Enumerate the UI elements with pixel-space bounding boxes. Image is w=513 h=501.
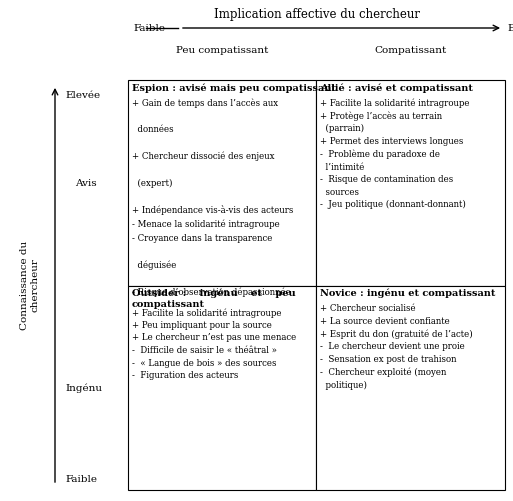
Bar (128, 80, 316, 286)
Text: + Gain de temps dans l’accès aux

  données

+ Chercheur dissocié des enjeux

  : + Gain de temps dans l’accès aux données… (132, 98, 293, 297)
Text: Ingénu: Ingénu (65, 383, 102, 393)
Text: Outsider :    ingénu    et    peu
compatissant: Outsider : ingénu et peu compatissant (132, 289, 295, 309)
Text: Faible: Faible (65, 475, 97, 484)
Bar (128, 286, 316, 490)
Text: Novice : ingénu et compatissant: Novice : ingénu et compatissant (320, 289, 496, 299)
Text: Peu compatissant: Peu compatissant (176, 46, 268, 55)
Text: Elevée: Elevée (65, 91, 100, 100)
Text: + Facilite la solidarité intragroupe
+ Peu impliquant pour la source
+ Le cherch: + Facilite la solidarité intragroupe + P… (132, 308, 296, 380)
Text: Compatissant: Compatissant (374, 46, 447, 55)
Text: Connaissance du
chercheur: Connaissance du chercheur (21, 240, 40, 330)
Text: Elevée: Elevée (507, 24, 513, 33)
Text: Allié : avisé et compatissant: Allié : avisé et compatissant (320, 83, 473, 93)
Text: Espion : avisé mais peu compatissant: Espion : avisé mais peu compatissant (132, 83, 336, 93)
Bar (316, 80, 505, 286)
Text: Implication affective du chercheur: Implication affective du chercheur (213, 8, 420, 21)
Text: + Facilite la solidarité intragroupe
+ Protège l’accès au terrain
  (parrain)
+ : + Facilite la solidarité intragroupe + P… (320, 98, 469, 209)
Bar (316, 286, 505, 490)
Text: + Chercheur socialisé
+ La source devient confiante
+ Esprit du don (gratuité de: + Chercheur socialisé + La source devien… (320, 304, 473, 390)
Text: Avis: Avis (75, 178, 96, 187)
Text: Faible: Faible (133, 24, 165, 33)
